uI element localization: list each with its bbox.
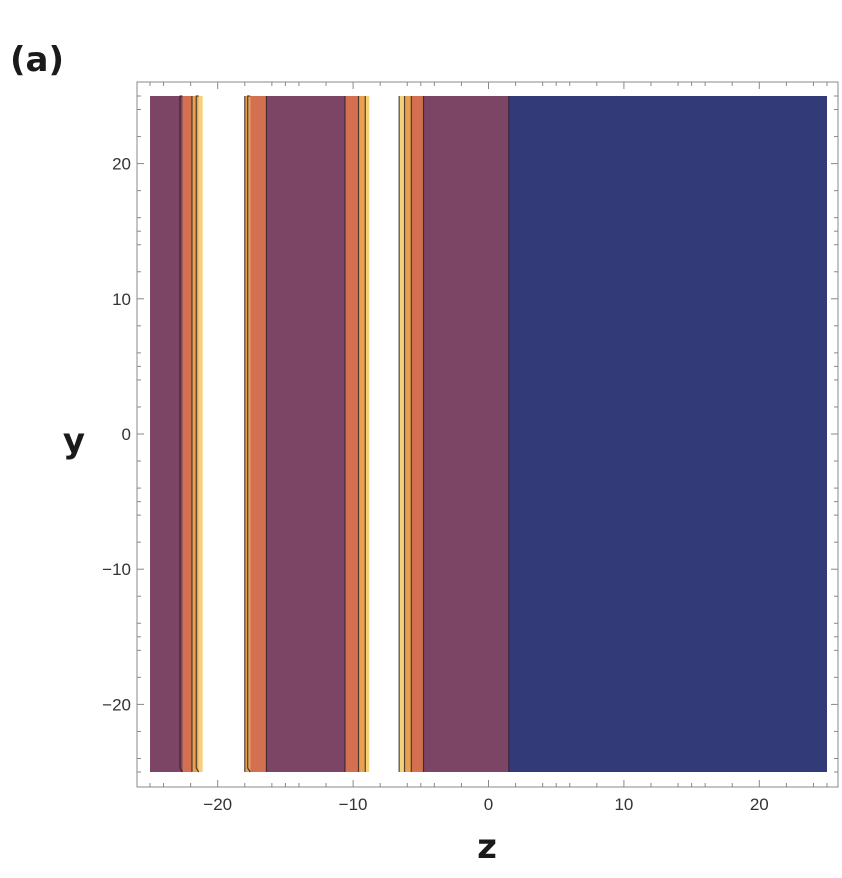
x-tick-labels: −20 −10 0 10 20 bbox=[203, 795, 768, 814]
contour-band-8 bbox=[344, 96, 359, 772]
y-tick-label: −20 bbox=[102, 695, 131, 714]
contour-band-12 bbox=[399, 96, 405, 772]
x-tick-label: 20 bbox=[750, 795, 769, 814]
x-tick-label: −20 bbox=[203, 795, 232, 814]
x-tick-label: 0 bbox=[484, 795, 493, 814]
axis-ticks bbox=[137, 82, 838, 787]
contour-band-7 bbox=[266, 96, 345, 772]
contour-band-15 bbox=[423, 96, 509, 772]
contour-line-4 bbox=[247, 95, 251, 773]
contour-line-2 bbox=[195, 95, 200, 773]
x-axis-title: z bbox=[477, 827, 497, 867]
y-tick-label: 10 bbox=[112, 290, 131, 309]
x-tick-label: −10 bbox=[339, 795, 368, 814]
contour-band-14 bbox=[411, 96, 424, 772]
y-tick-label: 20 bbox=[112, 155, 131, 174]
y-tick-label: −10 bbox=[102, 560, 131, 579]
x-tick-label: 10 bbox=[614, 795, 633, 814]
contour-band-16 bbox=[508, 96, 827, 772]
y-tick-label: 0 bbox=[122, 425, 131, 444]
contour-band-11 bbox=[369, 96, 400, 772]
contour-band-2 bbox=[191, 96, 199, 772]
contour-band-0 bbox=[150, 96, 183, 772]
contour-band-13 bbox=[404, 96, 412, 772]
panel-label: (a) bbox=[10, 40, 64, 80]
plot-area bbox=[150, 95, 827, 773]
contour-band-10 bbox=[365, 96, 370, 772]
contour-band-6 bbox=[250, 96, 267, 772]
y-tick-labels: −20 −10 0 10 20 bbox=[102, 155, 131, 715]
contour-band-3 bbox=[198, 96, 203, 772]
contour-lines bbox=[179, 95, 510, 773]
contour-line-0 bbox=[179, 95, 184, 773]
contour-band-4 bbox=[202, 96, 245, 772]
contour-bands bbox=[150, 96, 827, 772]
y-axis-title: y bbox=[63, 421, 85, 461]
contour-band-1 bbox=[182, 96, 192, 772]
contour-band-9 bbox=[358, 96, 366, 772]
